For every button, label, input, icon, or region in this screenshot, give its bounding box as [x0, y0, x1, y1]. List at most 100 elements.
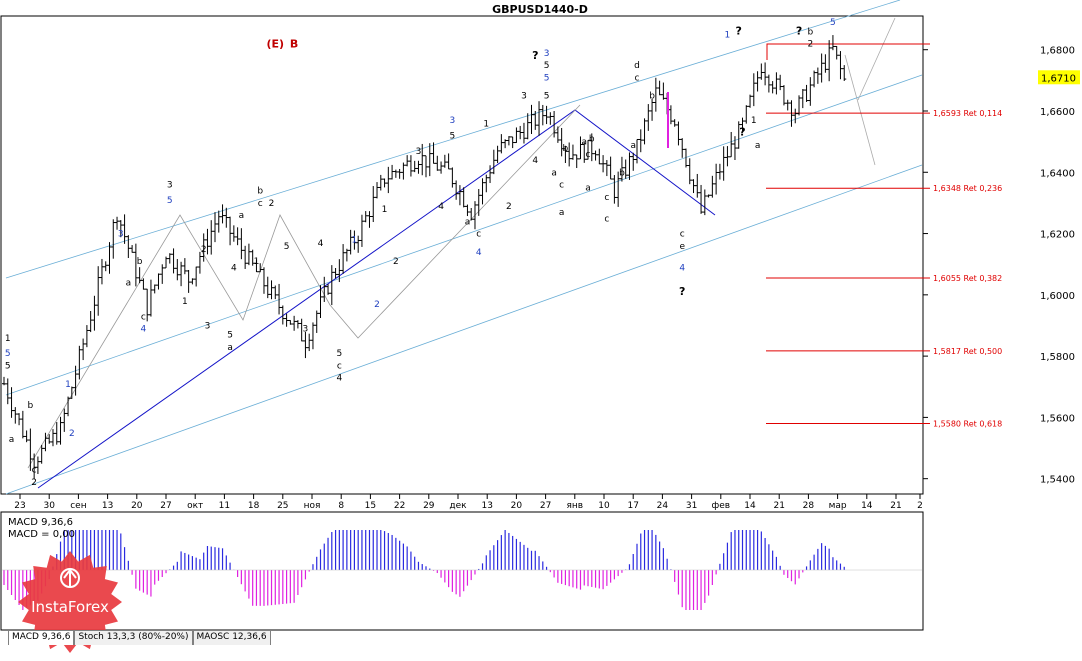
wave-label: 5 — [5, 349, 11, 359]
date-tick-label: 11 — [219, 501, 230, 511]
wave-label: 2 — [807, 40, 813, 50]
wave-label: 4 — [336, 374, 342, 384]
wave-label: 1 — [5, 334, 11, 344]
date-tick-label: 17 — [627, 501, 638, 511]
wave-label: b — [563, 144, 569, 154]
wave-label: 4 — [318, 239, 324, 249]
wave-label: b — [807, 27, 813, 37]
date-tick-label: 25 — [277, 501, 288, 511]
wave-label: 2 — [393, 257, 399, 267]
wave-label: a — [755, 141, 761, 151]
price-tick-label: 1,5600 — [1040, 413, 1075, 424]
chart-title: GBPUSD1440-D — [492, 3, 588, 16]
channel-line — [5, 0, 901, 279]
date-tick-label: ноя — [304, 501, 321, 511]
date-tick-label: 20 — [131, 501, 143, 511]
wave-label: 1 — [725, 30, 731, 40]
wave-label: 5 — [336, 349, 342, 359]
price-tick-label: 1,5800 — [1040, 352, 1075, 363]
wave-label: B — [290, 37, 298, 50]
wave-label: a — [126, 279, 132, 289]
wave-label: 1 — [483, 119, 489, 129]
retracement-label: 1,6348 Ret 0,236 — [933, 184, 1002, 193]
wave-label: 1 — [352, 236, 358, 246]
wave-label: 3 — [450, 116, 456, 126]
wave-label: b — [257, 187, 263, 197]
logo-text: InstaForex — [31, 598, 109, 616]
channel-line — [5, 74, 923, 396]
date-tick-label: мар — [829, 501, 847, 511]
wave-label: a — [581, 138, 587, 148]
date-tick-label: 10 — [598, 501, 610, 511]
date-axis: 23 30 сен 13 20 27 окт 11 18 25 ноя 8 15 22 29 дек 13 20 2… — [14, 494, 923, 511]
wave-label: 5 — [450, 132, 456, 142]
wave-label: 3 — [416, 147, 422, 157]
date-tick-label: 14 — [744, 501, 756, 511]
date-tick-label: 13 — [481, 501, 492, 511]
wave-label: 2 — [506, 202, 512, 212]
wave-label: 2 — [69, 429, 75, 439]
tab-maosc[interactable]: MAOSC 12,36,6 — [192, 630, 271, 645]
tab-stoch[interactable]: Stoch 13,3,3 (80%-20%) — [74, 630, 193, 645]
wave-label: 5 — [284, 242, 290, 252]
retracement-label: 1,5580 Ret 0,618 — [933, 420, 1002, 429]
wave-label: ? — [796, 24, 802, 37]
wave-label: ? — [739, 126, 745, 139]
wave-label: c — [586, 150, 591, 160]
channel-line — [5, 164, 923, 495]
price-tick-label: 1,6000 — [1040, 291, 1075, 302]
price-tick-label: 1,5400 — [1040, 475, 1075, 486]
date-tick-label: 21 — [890, 501, 901, 511]
logo-badge-icon — [18, 551, 122, 653]
date-tick-label: 23 — [14, 501, 25, 511]
wave-label: 2 — [201, 245, 207, 255]
wave-label: a — [585, 184, 591, 194]
forecast-line — [857, 17, 896, 101]
date-tick-label: фев — [712, 501, 731, 511]
wave-label: a — [239, 211, 245, 221]
macd-label: MACD 9,36,6 — [8, 517, 73, 528]
date-tick-label: 20 — [511, 501, 523, 511]
wave-label: 4 — [438, 202, 444, 212]
wave-label: b — [619, 168, 625, 178]
instaforex-logo: InstaForex — [10, 548, 130, 656]
wave-zigzag — [27, 104, 581, 469]
date-tick-label: 22 — [394, 501, 405, 511]
date-tick-label: 2 — [917, 501, 923, 511]
wave-label: 4 — [532, 156, 538, 166]
wave-label: ? — [532, 49, 538, 62]
wave-label: e — [679, 242, 685, 252]
date-tick-label: 27 — [160, 501, 171, 511]
wave-label: b — [589, 135, 595, 145]
retracement-levels: 1,6593 Ret 0,114 1,6348 Ret 0,236 1,6055 R… — [766, 43, 1002, 429]
wave-label: 1 — [254, 257, 260, 267]
wave-label: 3 — [521, 92, 527, 102]
wave-label: ? — [679, 285, 685, 298]
date-tick-label: 28 — [803, 501, 815, 511]
date-tick-label: 13 — [102, 501, 113, 511]
date-tick-label: 24 — [657, 501, 669, 511]
wave-label: a — [630, 141, 636, 151]
wave-label: b — [137, 257, 143, 267]
tab-macd[interactable]: MACD 9,36,6 — [8, 630, 75, 645]
macd-value: MACD = 0,00 — [8, 529, 75, 540]
high-bracket — [766, 43, 930, 60]
retracement-label: 1,6593 Ret 0,114 — [933, 109, 1002, 118]
trend-channels — [5, 0, 923, 495]
wave-label: c — [141, 312, 146, 322]
wave-label: c — [604, 193, 609, 203]
date-tick-label: сен — [70, 501, 86, 511]
wave-label: 3 — [205, 322, 211, 332]
date-tick-label: 15 — [365, 501, 376, 511]
wave-label: 5 — [544, 61, 550, 71]
indicator-tabs: MACD 9,36,6 Stoch 13,3,3 (80%-20%) MAOSC… — [8, 630, 271, 645]
wave-label: b — [28, 401, 34, 411]
wave-label: 5 — [5, 361, 11, 371]
wave-label: c — [476, 230, 481, 240]
date-tick-label: янв — [566, 501, 583, 511]
wave-label: 1 — [182, 297, 188, 307]
current-price-label: 1,6710 — [1041, 73, 1076, 84]
wave-label: 4 — [679, 263, 685, 273]
retracement-label: 1,6055 Ret 0,382 — [933, 274, 1002, 283]
